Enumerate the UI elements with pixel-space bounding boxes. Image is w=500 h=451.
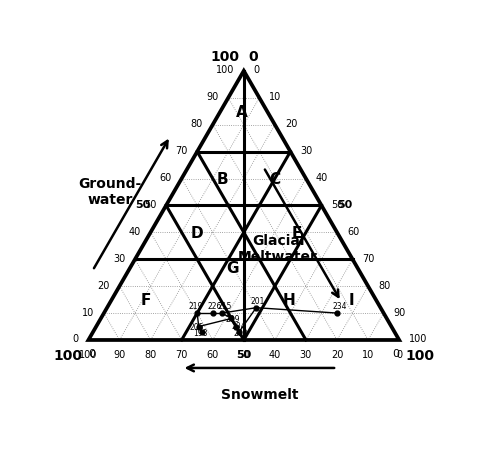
Text: 10: 10: [362, 349, 374, 359]
Text: 215: 215: [218, 302, 232, 311]
Text: 30: 30: [113, 253, 125, 263]
Text: 100: 100: [79, 349, 98, 359]
Text: 204: 204: [232, 322, 246, 331]
Text: Snowmelt: Snowmelt: [220, 387, 298, 400]
Text: A: A: [236, 105, 248, 120]
Text: 60: 60: [206, 349, 219, 359]
Text: 0: 0: [88, 348, 96, 358]
Text: Glacial
Meltwater: Glacial Meltwater: [238, 234, 318, 264]
Text: 40: 40: [268, 349, 281, 359]
Text: 80: 80: [378, 280, 390, 290]
Text: 219: 219: [188, 302, 203, 311]
Text: 40: 40: [316, 173, 328, 183]
Text: 0: 0: [396, 349, 402, 359]
Text: 80: 80: [144, 349, 156, 359]
Text: 0: 0: [248, 50, 258, 64]
Text: 30: 30: [300, 146, 312, 156]
Text: E: E: [292, 226, 302, 240]
Text: 20: 20: [331, 349, 343, 359]
Text: 0: 0: [254, 65, 260, 75]
Text: 10: 10: [82, 307, 94, 317]
Text: 90: 90: [206, 92, 218, 102]
Text: 50: 50: [236, 349, 252, 359]
Text: B: B: [216, 172, 228, 187]
Text: 100: 100: [53, 348, 82, 362]
Text: 0: 0: [392, 348, 399, 358]
Text: 226: 226: [207, 302, 222, 311]
Text: 100: 100: [409, 334, 428, 344]
Text: 200: 200: [234, 328, 248, 337]
Text: H: H: [282, 292, 295, 308]
Text: G: G: [226, 260, 239, 275]
Text: 100: 100: [210, 50, 239, 64]
Text: F: F: [140, 292, 151, 308]
Text: 40: 40: [128, 226, 140, 236]
Text: D: D: [191, 226, 203, 240]
Text: 20: 20: [285, 119, 297, 129]
Text: 50: 50: [238, 349, 250, 359]
Text: 50: 50: [332, 199, 344, 209]
Text: 198: 198: [193, 328, 208, 337]
Text: I: I: [348, 292, 354, 308]
Text: 100: 100: [406, 348, 434, 362]
Text: 100: 100: [216, 65, 234, 75]
Text: 205: 205: [190, 322, 204, 331]
Text: C: C: [270, 172, 280, 187]
Text: 201: 201: [250, 296, 265, 305]
Text: 70: 70: [362, 253, 375, 263]
Text: 70: 70: [176, 349, 188, 359]
Text: 90: 90: [114, 349, 126, 359]
Text: 70: 70: [175, 146, 187, 156]
Text: 10: 10: [270, 92, 281, 102]
Text: 60: 60: [160, 173, 172, 183]
Text: 80: 80: [190, 119, 203, 129]
Text: 0: 0: [72, 334, 78, 344]
Text: 50: 50: [144, 199, 156, 209]
Text: 50: 50: [136, 199, 150, 209]
Text: 209: 209: [226, 314, 240, 323]
Text: 20: 20: [97, 280, 110, 290]
Text: 90: 90: [394, 307, 406, 317]
Text: 50: 50: [337, 199, 352, 209]
Text: 30: 30: [300, 349, 312, 359]
Text: 60: 60: [347, 226, 359, 236]
Text: Ground-
water: Ground- water: [78, 176, 142, 207]
Text: 234: 234: [332, 302, 347, 311]
